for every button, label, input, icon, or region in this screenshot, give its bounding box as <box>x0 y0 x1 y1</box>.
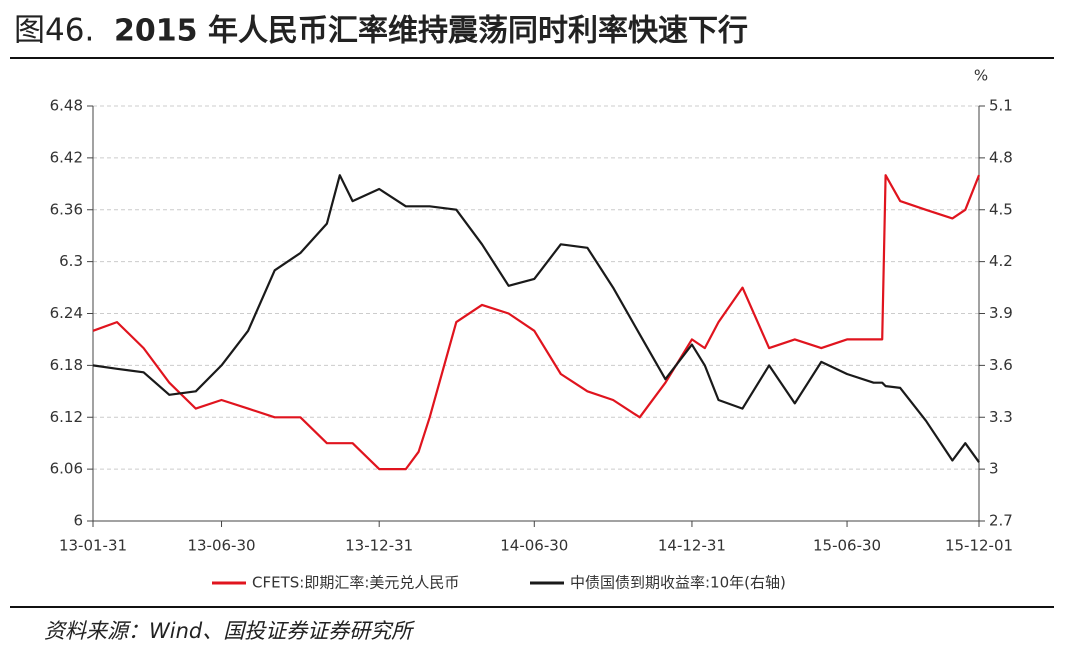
y-tick-label: 6 <box>73 512 83 530</box>
y2-tick-label: 3.6 <box>989 356 1013 374</box>
y-tick-label: 6.24 <box>50 304 83 322</box>
x-tick-label: 13-01-31 <box>59 537 127 555</box>
y-tick-label: 6.12 <box>50 408 83 426</box>
x-tick-label: 14-06-30 <box>500 537 568 555</box>
legend-label: CFETS:即期汇率:美元兑人民币 <box>252 574 459 592</box>
series-line <box>92 174 981 471</box>
x-tick-label: 14-12-31 <box>658 537 726 555</box>
figure-label: 图46. <box>14 13 94 49</box>
y2-tick-label: 3 <box>989 460 999 478</box>
x-tick-label: 15-12-01 <box>945 537 1013 555</box>
y-tick-label: 6.36 <box>50 200 83 218</box>
y2-tick-label: 3.9 <box>989 304 1013 322</box>
legend-label: 中债国债到期收益率:10年(右轴) <box>570 574 786 592</box>
x-tick-label: 13-12-31 <box>345 537 413 555</box>
x-tick-label: 13-06-30 <box>187 537 255 555</box>
y2-tick-label: 3.3 <box>989 408 1013 426</box>
chart-title: 2015 年人民币汇率维持震荡同时利率快速下行 <box>114 14 748 49</box>
y-tick-label: 6.06 <box>50 460 83 478</box>
y2-tick-label: 5.1 <box>989 97 1013 115</box>
source-note: 资料来源：Wind、国投证券证券研究所 <box>44 619 415 643</box>
y2-tick-label: 4.8 <box>989 148 1013 166</box>
y2-tick-label: 2.7 <box>989 512 1013 530</box>
series-line <box>92 174 980 463</box>
y-tick-label: 6.48 <box>50 97 83 115</box>
y-tick-label: 6.42 <box>50 148 83 166</box>
y2-tick-label: 4.2 <box>989 252 1013 270</box>
y2-unit: % <box>974 67 988 85</box>
y-tick-label: 6.3 <box>59 252 83 270</box>
y2-tick-label: 4.5 <box>989 200 1013 218</box>
y-tick-label: 6.18 <box>50 356 83 374</box>
x-tick-label: 15-06-30 <box>813 537 881 555</box>
